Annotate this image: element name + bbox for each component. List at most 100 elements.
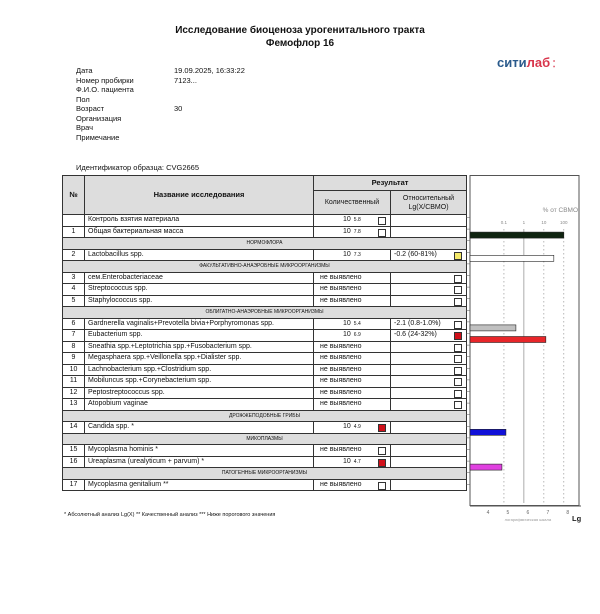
rel-status-box <box>454 332 462 340</box>
table-row: 3 сем.Enterobacteriaceae не выявлено <box>62 271 467 284</box>
table-row: 10 Lachnobacterium spp.+Clostridium spp. н… <box>62 363 467 376</box>
axis-unit: Lg <box>572 514 582 523</box>
quant-value: не выявлено <box>320 342 362 350</box>
info-label: Возраст <box>76 104 105 113</box>
row-name: Lactobacillus spp. <box>84 248 314 261</box>
rel-status-box <box>454 343 462 352</box>
row-name: Peptostreptococcus spp. <box>84 386 314 399</box>
info-row: Организация <box>76 114 245 124</box>
row-name: Общая бактериальная масса <box>84 225 314 238</box>
row-no: 15 <box>62 444 85 457</box>
info-label: Врач <box>76 123 94 132</box>
quant-value: не выявлено <box>320 285 362 293</box>
rel-status-box <box>454 251 462 260</box>
row-name: сем.Enterobacteriaceae <box>84 271 314 284</box>
quant-value: не выявлено <box>320 377 362 385</box>
table-row: 12 Peptostreptococcus spp. не выявлено <box>62 386 467 399</box>
quant-base: 10 <box>343 331 351 338</box>
table-row: 8 Sneathia spp.+Leptotrichia spp.+Fusobac… <box>62 340 467 353</box>
section-label: НОРМОФЛОРА <box>62 237 467 250</box>
quant-value: не выявлено <box>320 400 362 408</box>
rel-status-box <box>454 389 462 398</box>
quant-value: не выявлено <box>320 354 362 362</box>
row-no: 14 <box>62 421 85 434</box>
row-name: Контроль взятия материала <box>84 214 314 227</box>
citilab-logo: ситилаб ⁚ <box>497 55 556 70</box>
row-no: 10 <box>62 363 85 376</box>
bar <box>469 429 507 436</box>
col-quant: Количественный <box>313 190 391 215</box>
table-row: 1 Общая бактериальная масса 10 7.8 <box>62 225 467 238</box>
x-label: логарифмическая шкала <box>505 517 552 522</box>
row-name: Megasphaera spp.+Veillonella spp.+Dialis… <box>84 352 314 365</box>
rel-status-box <box>454 320 462 329</box>
quant-base: 10 <box>343 423 351 430</box>
section-row: МИКОПЛАЗМЫ <box>62 432 467 445</box>
rel-value: -0.2 (60-81%) <box>394 250 437 258</box>
sample-id: Идентификатор образца: CVG2665 <box>76 163 200 172</box>
quant-base: 10 <box>343 216 351 223</box>
table-row: 7 Eubacterium spp. 10 6.9 -0.6 (24-32%) <box>62 329 467 342</box>
info-value: 7123... <box>174 75 197 85</box>
section-row: ДРОЖЖЕПОДОБНЫЕ ГРИБЫ <box>62 409 467 422</box>
bar <box>469 336 547 343</box>
bar <box>469 255 555 262</box>
pct-tick: 1 <box>523 220 526 225</box>
rel-status-box <box>454 297 462 306</box>
status-box <box>378 458 386 467</box>
row-name: Lachnobacterium spp.+Clostridium spp. <box>84 363 314 376</box>
quant-exponent: 7.3 <box>353 251 361 258</box>
row-no: 12 <box>62 386 85 399</box>
rel-status-box <box>454 274 462 283</box>
report-subtitle: Фемофлор 16 <box>265 38 335 49</box>
info-label: Примечание <box>76 132 120 142</box>
info-row: Дата 19.09.2025, 16:33:22 <box>76 66 245 76</box>
col-result: Результат <box>313 174 467 192</box>
rel-value: -0.6 (24-32%) <box>394 331 437 339</box>
col-rel: Относительный Lg(X/СВМО) <box>390 190 467 215</box>
row-no: 1 <box>62 225 85 238</box>
rel-value: -2.1 (0.8-1.0%) <box>394 319 441 327</box>
table-row: Контроль взятия материала 10 5.8 <box>62 214 467 227</box>
quant-value: не выявлено <box>320 388 362 396</box>
table-row: 4 Streptococcus spp. не выявлено <box>62 283 467 296</box>
footnote: * Абсолютный анализ Lg(X) ** Качественны… <box>64 512 276 518</box>
info-value: 30 <box>174 104 183 113</box>
info-label: Номер пробирки <box>76 75 134 85</box>
section-label: ДРОЖЖЕПОДОБНЫЕ ГРИБЫ <box>62 409 467 422</box>
row-name: Sneathia spp.+Leptotrichia spp.+Fusobact… <box>84 340 314 353</box>
status-box <box>378 447 386 455</box>
row-no: 17 <box>62 478 85 491</box>
rel-status-box <box>454 286 462 294</box>
quant-exponent: 4.7 <box>353 458 361 465</box>
report-title: Исследование биоценоза урогенитального т… <box>175 25 425 36</box>
table-row: 2 Lactobacillus spp. 10 7.3 -0.2 (60-81%) <box>62 248 467 261</box>
quant-exponent: 7.8 <box>353 228 361 235</box>
row-no: 8 <box>62 340 85 353</box>
quant-value: не выявлено <box>320 480 362 488</box>
row-name: Streptococcus spp. <box>84 283 314 296</box>
row-no: 2 <box>62 248 85 261</box>
x-tick: 5 <box>507 510 510 516</box>
quant-exponent: 4.9 <box>353 424 361 430</box>
quant-value: не выявлено <box>320 446 362 454</box>
bar <box>469 231 565 239</box>
quant-exponent: 6.9 <box>353 332 361 338</box>
quant-value: не выявлено <box>320 273 362 281</box>
chart-title: % от СВМО <box>543 207 578 214</box>
info-row: Примечание <box>76 133 245 143</box>
row-name: Atopobium vaginae <box>84 398 314 411</box>
patient-info: Дата 19.09.2025, 16:33:22 Номер пробирки 71… <box>76 66 245 142</box>
table-row: 5 Staphylococcus spp. не выявлено <box>62 294 467 307</box>
info-row: Возраст 30 <box>76 104 245 114</box>
row-name: Mycoplasma hominis * <box>84 444 314 457</box>
quant-value: не выявлено <box>320 296 362 304</box>
section-label: МИКОПЛАЗМЫ <box>62 432 467 445</box>
quant-base: 10 <box>343 227 351 235</box>
col-name: Название исследования <box>84 175 314 215</box>
quant-base: 10 <box>343 250 351 258</box>
bar <box>469 324 517 332</box>
section-row: ФАКУЛЬТАТИВНО-АНАЭРОБНЫЕ МИКРООРГАНИЗМЫ <box>62 260 467 273</box>
rel-status-box <box>454 378 462 386</box>
info-row: Пол <box>76 95 245 105</box>
